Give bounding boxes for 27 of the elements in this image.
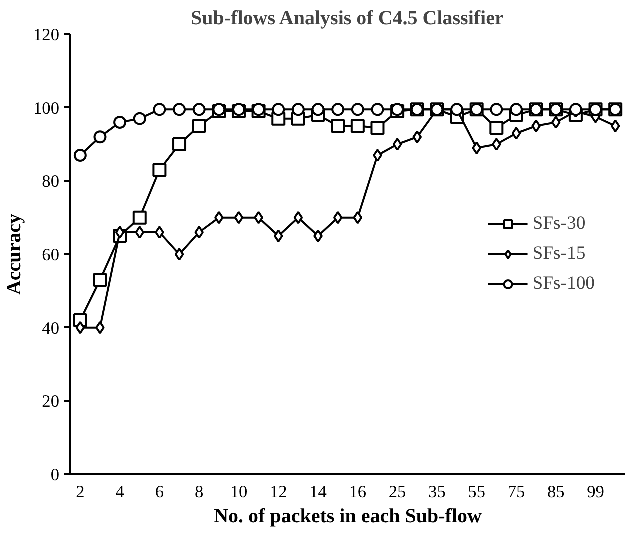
y-tick-label: 0: [50, 466, 60, 484]
y-tick-label: 80: [42, 172, 60, 192]
chart-title: Sub-flows Analysis of C4.5 Classifier: [191, 8, 504, 30]
x-tick-label: 75: [508, 482, 526, 502]
x-tick-label: 6: [155, 482, 164, 502]
y-tick-label: 100: [34, 98, 60, 118]
x-tick-label: 8: [195, 482, 204, 502]
x-tick-label: 85: [547, 482, 565, 502]
x-tick-label: 4: [116, 482, 125, 502]
x-tick-label: 12: [270, 482, 288, 502]
x-axis-title: No. of packets in each Sub-flow: [214, 506, 482, 528]
y-tick-label: 40: [42, 318, 60, 338]
x-tick-label: 10: [230, 482, 248, 502]
x-tick-label: 14: [310, 482, 328, 502]
y-tick-label: 20: [42, 392, 60, 412]
legend-label: SFs-15: [532, 243, 586, 265]
y-tick-label: 60: [42, 246, 60, 264]
x-tick-label: 2: [76, 482, 85, 502]
x-tick-label: 16: [349, 482, 367, 502]
x-tick-label: 35: [428, 482, 446, 502]
x-tick-label: 25: [388, 482, 406, 502]
x-tick-label: 99: [587, 482, 604, 502]
x-tick-label: 55: [468, 482, 486, 502]
legend-label: SFs-30: [532, 213, 586, 235]
y-axis-title: Accuracy: [4, 214, 26, 296]
legend-label: SFs-100: [532, 273, 595, 295]
y-tick-label: 120: [34, 26, 60, 44]
